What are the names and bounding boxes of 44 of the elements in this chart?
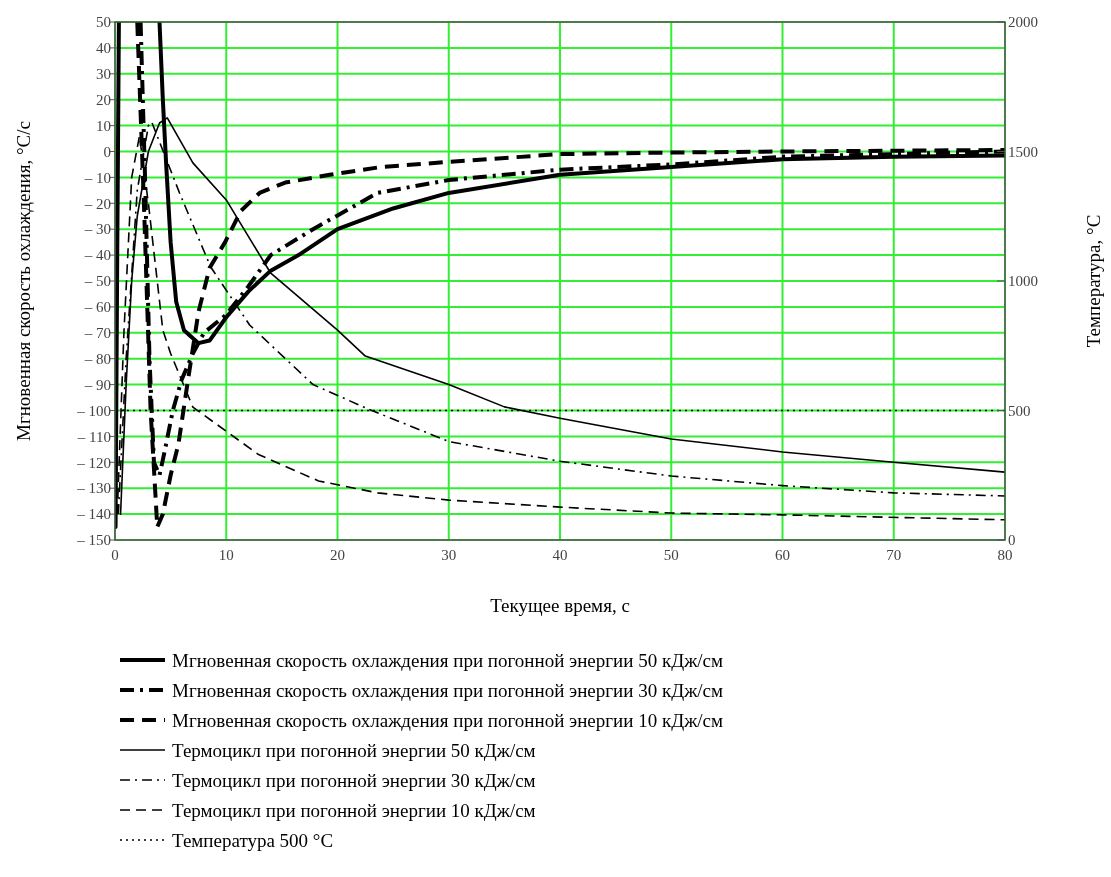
legend-label: Термоцикл при погонной энергии 30 кДж/см [172,769,536,791]
y-tick-label: 10 [96,117,111,134]
y-tick-label: – 140 [76,506,111,523]
y-tick-label: – 10 [83,169,111,186]
y2-tick-label: 1000 [1008,273,1038,290]
x-tick-label: 70 [886,547,902,563]
y-tick-label: – 80 [83,350,111,367]
y-tick-label: – 150 [76,532,111,549]
y-tick-label: 40 [96,40,111,57]
legend-label: Термоцикл при погонной энергии 10 кДж/см [172,799,536,821]
y-tick-label: 20 [96,91,111,108]
y-tick-label: – 20 [83,195,111,212]
y2-tick-label: 1500 [1008,143,1038,160]
x-tick-label: 20 [330,547,345,563]
legend-label: Температура 500 °С [172,829,334,851]
x-tick-label: 60 [775,547,790,563]
y-tick-label: 50 [96,14,111,31]
y-tick-label: – 60 [83,299,111,316]
y2-axis-title: Температура, °С [1083,214,1104,348]
y-axis-title: Мгновенная скорость охлаждения, °С/с [13,121,34,441]
y-tick-label: – 130 [76,480,111,497]
y-tick-label: – 70 [83,325,111,342]
x-tick-label: 10 [218,547,234,563]
legend-label: Мгновенная скорость охлаждения при погонной энергии 50 кДж/см [172,649,723,671]
legend-label: Мгновенная скорость охлаждения при погонной энергии 10 кДж/см [172,709,723,731]
x-axis-title: Текущее время, с [490,595,630,616]
y2-tick-label: 2000 [1008,14,1038,31]
x-tick-label: 30 [441,547,457,563]
y2-tick-label: 0 [1008,532,1016,549]
y-tick-label: 0 [103,143,111,160]
y-tick-label: – 110 [76,428,111,445]
x-tick-label: 40 [552,547,568,563]
y-tick-label: 30 [96,66,111,83]
y-tick-label: – 120 [76,454,111,471]
x-tick-label: 80 [997,547,1013,563]
y-tick-label: – 50 [83,273,111,290]
y-tick-label: – 30 [83,221,111,238]
y-tick-label: – 100 [76,402,111,419]
y2-tick-label: 500 [1008,402,1031,419]
legend-label: Мгновенная скорость охлаждения при погонной энергии 30 кДж/см [172,679,723,701]
legend-label: Термоцикл при погонной энергии 50 кДж/см [172,739,536,761]
y-tick-label: – 40 [83,247,111,264]
y-tick-label: – 90 [83,376,111,393]
x-tick-label: 50 [663,547,679,563]
